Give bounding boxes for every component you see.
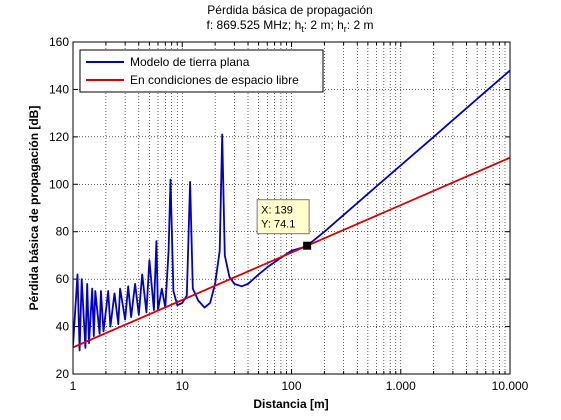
- x-tick-label: 1: [70, 379, 77, 393]
- datatip-y-label: Y: 74.1: [261, 219, 295, 231]
- legend-label-tierra-plana: Modelo de tierra plana: [130, 55, 250, 69]
- datatip-marker[interactable]: [303, 241, 312, 250]
- x-tick-label: 1.000: [386, 379, 416, 393]
- legend-box: [79, 49, 324, 93]
- y-tick-label: 40: [56, 320, 70, 334]
- x-tick-label: 10: [176, 379, 190, 393]
- series-line-0: [73, 69, 510, 352]
- chart-subtitle: f: 869.525 MHz; ht: 2 m; hr: 2 m: [207, 18, 374, 34]
- legend-label-espacio-libre: En condiciones de espacio libre: [130, 73, 299, 87]
- y-tick-label: 120: [49, 130, 69, 144]
- y-tick-label: 80: [56, 225, 70, 239]
- plot-frame: [72, 41, 511, 375]
- y-tick-label: 20: [56, 367, 70, 381]
- y-axis-label: Pérdida básica de propagación [dB]: [27, 106, 41, 311]
- series-line-1: [73, 156, 510, 349]
- chart-title: Pérdida básica de propagación: [207, 3, 372, 17]
- y-tick-label: 60: [56, 272, 70, 286]
- y-tick-label: 160: [49, 35, 69, 49]
- datatip[interactable]: X: 139 Y: 74.1: [256, 199, 312, 250]
- datatip-x-label: X: 139: [261, 205, 293, 217]
- datatip-box: [256, 199, 310, 235]
- x-tick-label: 100: [281, 379, 301, 393]
- tick-labels: 1 10 100 1.000 10.000 20 40 60 80 100 120 140 160: [49, 35, 529, 393]
- x-axis-label: Distancia [m]: [253, 397, 328, 411]
- y-tick-label: 140: [49, 82, 69, 96]
- legend: Modelo de tierra plana En condiciones de…: [79, 49, 324, 93]
- series-layer: [73, 69, 510, 352]
- y-tick-label: 100: [49, 177, 69, 191]
- x-tick-label: 10.000: [492, 379, 529, 393]
